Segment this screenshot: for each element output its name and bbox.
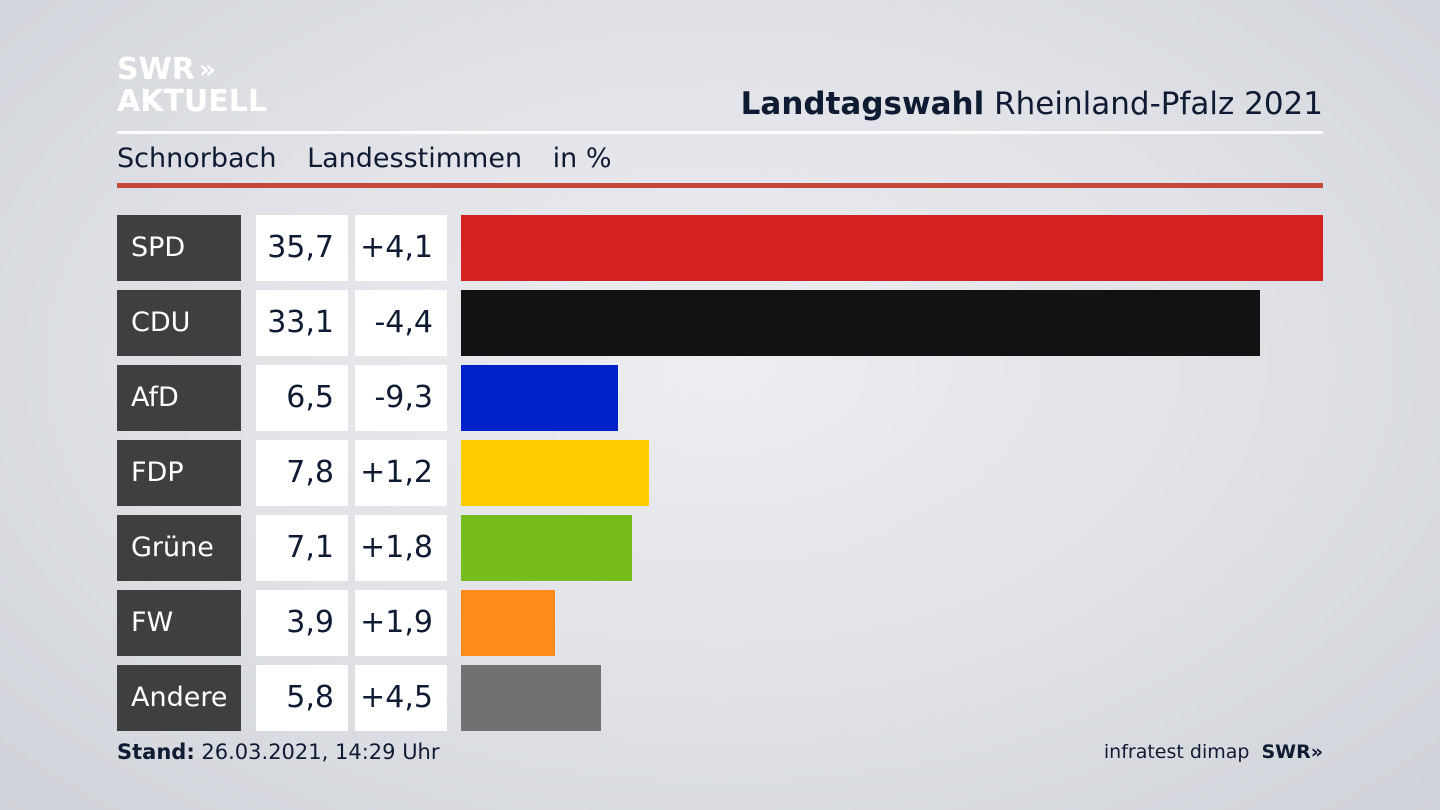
vote-share-value: 7,8 [256,440,348,506]
result-row: AfD 6,5 -9,3 [117,365,1323,431]
party-label: Grüne [117,515,241,581]
source-credit: infratest dimap SWR» [1104,741,1323,763]
swr-aktuell-logo: SWR » AKTUELL [117,54,267,118]
source-brand-text: SWR [1261,741,1311,763]
subheader-category: Landesstimmen [307,143,523,174]
source-arrows-icon: » [1310,741,1323,763]
logo-aktuell-text: AKTUELL [117,84,268,119]
subheader: Schnorbach Landesstimmen in % [117,143,634,174]
title-strong: Landtagswahl [740,86,985,122]
logo-arrows-icon: » [198,55,216,85]
vote-share-value: 3,9 [256,590,348,656]
vote-share-value: 5,8 [256,665,348,731]
source-text: infratest dimap [1103,741,1250,763]
vote-share-bar [461,215,1323,281]
logo-swr-text: SWR [117,52,195,87]
results-chart: SPD 35,7 +4,1 CDU 33,1 -4,4 AfD 6,5 -9,3 FDP 7,8 +1… [117,215,1323,740]
stand-label: Stand: [117,740,195,764]
result-row: Grüne 7,1 +1,8 [117,515,1323,581]
party-label: SPD [117,215,241,281]
source-brand-logo: SWR» [1261,741,1323,763]
party-label: CDU [117,290,241,356]
vote-change-value: +1,8 [355,515,447,581]
vote-share-bar [461,515,632,581]
vote-change-value: +4,5 [355,665,447,731]
subheader-unit: in % [552,143,612,174]
vote-change-value: +4,1 [355,215,447,281]
title-rest: Rheinland-Pfalz 2021 [994,86,1323,122]
vote-share-bar [461,665,601,731]
result-row: FDP 7,8 +1,2 [117,440,1323,506]
result-row: FW 3,9 +1,9 [117,590,1323,656]
vote-share-value: 6,5 [256,365,348,431]
result-row: SPD 35,7 +4,1 [117,215,1323,281]
vote-share-bar [461,440,649,506]
vote-change-value: -4,4 [355,290,447,356]
vote-share-value: 33,1 [256,290,348,356]
vote-share-bar [461,590,555,656]
timestamp: Stand: 26.03.2021, 14:29 Uhr [117,740,440,764]
party-label: AfD [117,365,241,431]
vote-share-value: 35,7 [256,215,348,281]
vote-change-value: -9,3 [355,365,447,431]
vote-share-bar [461,365,618,431]
vote-change-value: +1,2 [355,440,447,506]
subheader-place: Schnorbach [117,143,277,174]
vote-share-bar [461,290,1260,356]
vote-share-value: 7,1 [256,515,348,581]
accent-divider [117,183,1323,188]
result-row: Andere 5,8 +4,5 [117,665,1323,731]
header-divider [117,131,1323,134]
stand-value: 26.03.2021, 14:29 Uhr [201,740,440,764]
vote-change-value: +1,9 [355,590,447,656]
party-label: Andere [117,665,241,731]
page-title: Landtagswahl Rheinland-Pfalz 2021 [741,86,1323,122]
party-label: FW [117,590,241,656]
party-label: FDP [117,440,241,506]
result-row: CDU 33,1 -4,4 [117,290,1323,356]
